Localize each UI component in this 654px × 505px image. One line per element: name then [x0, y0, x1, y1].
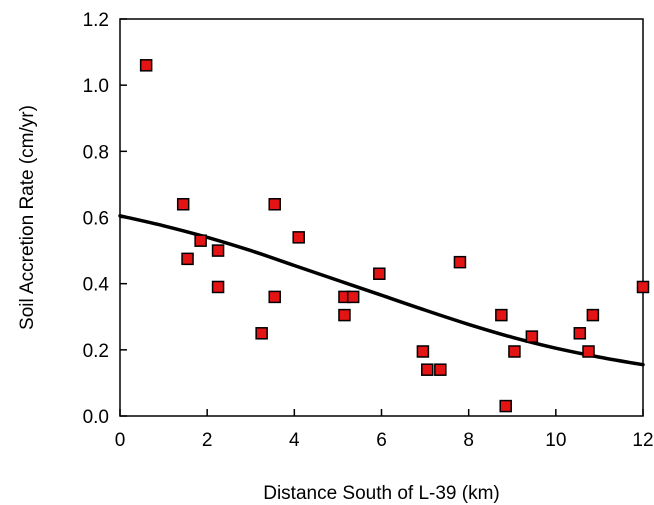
y-tick-label: 0.6	[83, 209, 109, 230]
x-axis-title: Distance South of L-39 (km)	[263, 483, 500, 504]
x-tick-label: 12	[632, 430, 653, 451]
y-axis-title: Soil Accretion Rate (cm/yr)	[17, 105, 38, 330]
x-tick-label: 0	[115, 430, 126, 451]
data-point	[573, 327, 587, 340]
data-point	[268, 198, 281, 211]
x-tick-label: 4	[289, 430, 300, 451]
data-point	[181, 252, 194, 266]
x-tick-label: 8	[463, 430, 474, 451]
y-tick-label: 1.0	[83, 76, 109, 97]
x-tick-label: 6	[376, 430, 387, 451]
data-point	[211, 244, 225, 257]
data-point	[416, 345, 430, 358]
data-point	[346, 290, 360, 304]
data-point	[373, 267, 386, 280]
data-point	[434, 363, 447, 376]
data-points-layer	[139, 59, 650, 413]
data-point	[508, 345, 521, 358]
data-point	[268, 290, 281, 304]
data-point	[525, 330, 539, 343]
y-tick-label: 1.2	[83, 10, 109, 31]
data-point	[421, 363, 434, 376]
y-tick-label: 0.4	[83, 275, 110, 296]
data-point	[139, 59, 153, 72]
y-axis-tick-labels: 0.0 0.2 0.4 0.6 0.8 1.0 1.2	[83, 10, 110, 428]
y-tick-label: 0.2	[83, 341, 109, 362]
y-tick-label: 0.8	[83, 142, 109, 163]
data-point	[453, 255, 467, 269]
data-point	[636, 280, 650, 294]
data-point	[292, 231, 305, 244]
plot-area	[118, 18, 650, 417]
data-point	[495, 308, 508, 322]
x-tick-label: 2	[202, 430, 213, 451]
fit-curve	[118, 214, 645, 367]
data-point	[338, 308, 351, 322]
x-tick-label: 10	[545, 430, 566, 451]
data-point	[176, 198, 190, 211]
data-point	[499, 399, 512, 413]
data-point	[211, 280, 225, 294]
data-point	[582, 345, 595, 358]
fit-curve-layer	[118, 214, 645, 367]
x-axis-ticks	[119, 409, 644, 416]
data-point	[586, 308, 600, 322]
y-tick-label: 0.0	[83, 407, 109, 428]
plot-frame	[119, 18, 644, 417]
x-axis-tick-labels: 0 2 4 6 8 10 12	[115, 430, 654, 451]
data-point	[255, 327, 268, 340]
data-point	[194, 234, 207, 247]
